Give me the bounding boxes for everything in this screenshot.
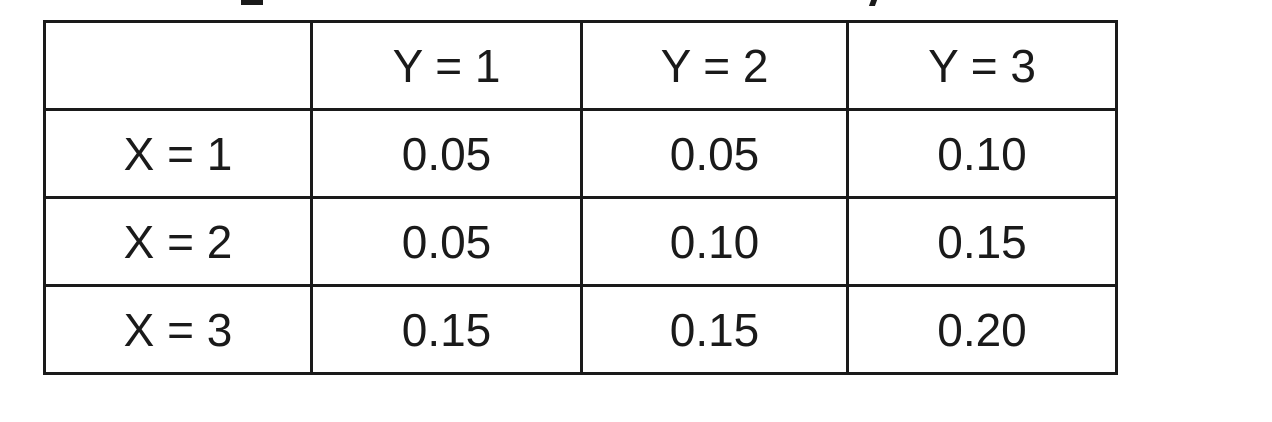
row-header-x3: X = 3: [43, 284, 313, 375]
table-cell: 0.05: [310, 108, 583, 199]
table-header-row: Y = 1 Y = 2 Y = 3: [43, 20, 1118, 111]
cropped-text-fragment: [868, 0, 878, 6]
table-row: X = 1 0.05 0.05 0.10: [43, 108, 1118, 199]
joint-probability-table: Y = 1 Y = 2 Y = 3 X = 1 0.05 0.05 0.10 X…: [43, 20, 1118, 375]
column-header-y1: Y = 1: [310, 20, 583, 111]
table-cell: 0.15: [846, 196, 1118, 287]
column-header-y3: Y = 3: [846, 20, 1118, 111]
table-cell: 0.20: [846, 284, 1118, 375]
table-cell: 0.10: [580, 196, 849, 287]
table-cell: 0.15: [310, 284, 583, 375]
column-header-y2: Y = 2: [580, 20, 849, 111]
table-row: X = 3 0.15 0.15 0.20: [43, 284, 1118, 375]
cropped-text-fragment: [241, 0, 263, 5]
table-cell: 0.10: [846, 108, 1118, 199]
corner-cell: [43, 20, 313, 111]
table-row: X = 2 0.05 0.10 0.15: [43, 196, 1118, 287]
table-cell: 0.05: [580, 108, 849, 199]
row-header-x2: X = 2: [43, 196, 313, 287]
row-header-x1: X = 1: [43, 108, 313, 199]
table-cell: 0.15: [580, 284, 849, 375]
table-cell: 0.05: [310, 196, 583, 287]
